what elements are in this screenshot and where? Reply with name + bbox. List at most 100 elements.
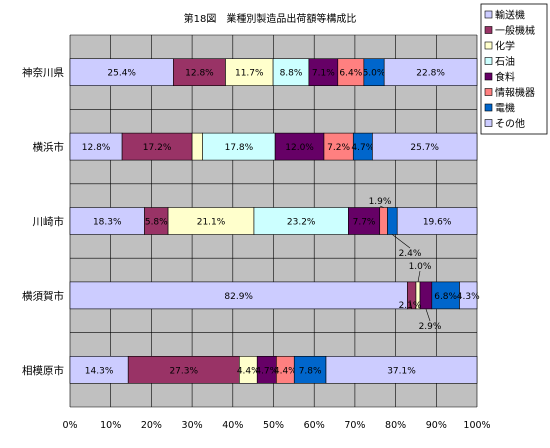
data-label: 22.8% — [416, 69, 445, 79]
x-tick-label: 100% — [463, 420, 490, 431]
data-label: 21.1% — [197, 218, 226, 228]
x-tick-label: 0% — [62, 420, 77, 431]
legend-swatch — [484, 41, 493, 50]
x-tick-label: 30% — [182, 420, 203, 431]
legend-swatch — [484, 10, 493, 19]
bar-segment — [383, 58, 478, 87]
callout-line — [425, 308, 431, 322]
x-tick-label: 40% — [222, 420, 243, 431]
data-label: 18.3% — [93, 218, 122, 228]
legend-swatch — [484, 26, 493, 34]
data-label: 17.2% — [143, 143, 172, 153]
data-label: 19.6% — [423, 218, 452, 228]
x-tick-label: 60% — [304, 420, 325, 431]
bar-segment — [387, 207, 398, 235]
data-label: 5.0% — [363, 69, 386, 79]
legend-label: その他 — [495, 117, 525, 130]
x-tick-label: 70% — [344, 420, 365, 431]
data-label: 25.4% — [107, 69, 136, 79]
bars: 25.4% 12.8% 11.7% 8.8% 7.1% 6.4% 5.0% 22.8% 12.8… — [69, 58, 480, 384]
legend-label: 輸送機 — [495, 9, 525, 22]
bar-segment — [419, 281, 433, 310]
x-tick-label: 80% — [385, 420, 406, 431]
callout-line — [392, 234, 411, 249]
data-label: 14.3% — [85, 366, 114, 376]
legend-swatch — [484, 103, 493, 112]
bar-segment — [274, 132, 325, 161]
data-label: 7.7% — [353, 218, 376, 228]
bar-segment — [191, 132, 203, 161]
chart-title: 第18図 業種別製造品出荷額等構成比 — [184, 12, 357, 25]
x-tick-labels: 0% 10% 20% 30% 40% 50% 60% 70% 80% 90% 100% — [62, 420, 490, 431]
data-label: 4.7% — [255, 366, 278, 376]
data-label: 12.0% — [285, 143, 314, 153]
legend-box — [480, 3, 548, 135]
legend-label: 食料 — [495, 71, 515, 84]
category-label: 神奈川県 — [22, 66, 64, 79]
data-label: 7.2% — [327, 143, 350, 153]
callouts: 1.9% 2.4% 1.0% 2.1% 2.9% — [369, 197, 442, 332]
legend-label: 一般機械 — [495, 24, 535, 37]
callout-line — [379, 205, 384, 208]
bar-segment — [173, 58, 226, 87]
legend-swatch — [484, 119, 493, 127]
bar-segment — [253, 207, 349, 235]
data-label: 11.7% — [235, 69, 264, 79]
bar-segment — [372, 132, 478, 161]
callout-line — [409, 299, 412, 309]
bar-segment — [69, 207, 145, 235]
x-tick-label: 90% — [426, 420, 447, 431]
legend-swatch — [484, 57, 493, 65]
data-label: 7.1% — [312, 69, 335, 79]
data-label: 23.2% — [287, 218, 316, 228]
data-label: 17.8% — [225, 143, 254, 153]
bar-segment — [69, 355, 129, 384]
x-tick-label: 50% — [263, 420, 284, 431]
x-tick-label: 10% — [100, 420, 121, 431]
data-label: 4.4% — [274, 366, 297, 376]
bar-segment — [323, 132, 354, 161]
bar-segment — [396, 207, 478, 235]
bar-segment — [379, 207, 388, 235]
bar-segment — [293, 355, 327, 384]
data-label: 7.8% — [299, 366, 322, 376]
callout-label: 1.0% — [409, 262, 432, 272]
bar-segment — [69, 132, 123, 161]
bar-segment — [348, 207, 381, 235]
data-label: 82.9% — [224, 292, 253, 302]
bar-segment — [272, 58, 310, 87]
data-label: 12.8% — [82, 143, 111, 153]
bar-segment — [225, 58, 274, 87]
data-label: 5.8% — [145, 218, 168, 228]
bar-segment — [127, 355, 240, 384]
bar-segment — [431, 281, 460, 310]
data-label: 12.8% — [185, 69, 214, 79]
data-label: 4.7% — [351, 143, 374, 153]
data-label: 27.3% — [169, 366, 198, 376]
data-label: 4.4% — [237, 366, 260, 376]
bar-segment — [69, 58, 174, 87]
data-label: 6.8% — [434, 292, 457, 302]
data-label: 6.4% — [339, 69, 362, 79]
bar-segment — [202, 132, 276, 161]
data-label: 37.1% — [387, 366, 416, 376]
legend-label: 石油 — [495, 55, 515, 68]
callout-label: 2.9% — [419, 322, 442, 332]
legend-label: 電機 — [495, 102, 515, 115]
data-label: 4.3% — [457, 292, 480, 302]
category-label: 横須賀市 — [22, 289, 64, 302]
legend-swatch — [484, 72, 493, 81]
callout-line — [417, 270, 421, 282]
legend-label: 情報機器 — [495, 86, 535, 99]
x-tick-label: 20% — [141, 420, 162, 431]
bar-segment — [325, 355, 478, 384]
callout-label: 1.9% — [369, 197, 392, 207]
data-label: 25.7% — [410, 143, 439, 153]
callout-label: 2.1% — [399, 301, 422, 311]
bar-segment — [308, 58, 339, 87]
bar-segment — [459, 281, 478, 310]
legend-label: 化学 — [495, 40, 515, 53]
